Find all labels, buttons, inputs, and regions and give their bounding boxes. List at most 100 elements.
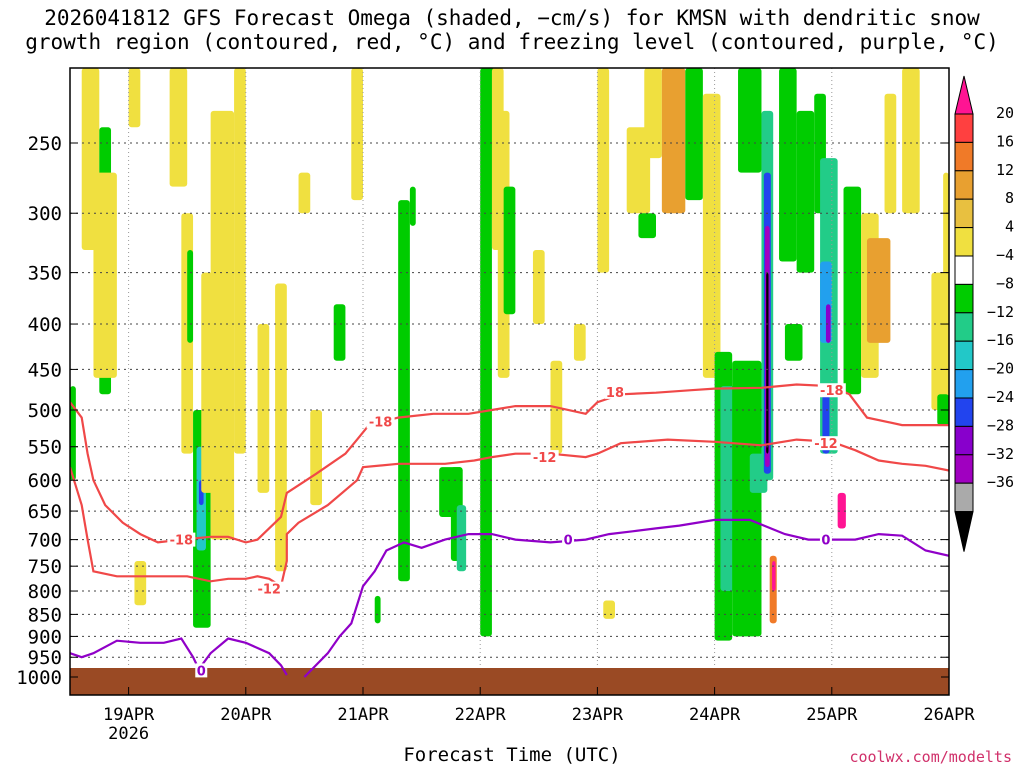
colorbar-label: −28 [987, 416, 1014, 434]
y-tick-label: 250 [28, 133, 62, 155]
x-axis: 19APR 20APR 21APR 22APR 23APR 24APR 25APR 26APR… [103, 687, 975, 744]
colorbar-label: 16 [996, 132, 1014, 150]
contour-labels: -18 -12 0 -18 -12 0 18 -18 -12 0 [167, 383, 846, 679]
omega-cell [931, 272, 949, 410]
y-tick-label: 650 [28, 501, 62, 523]
contour-0 [70, 637, 288, 676]
omega-cell [603, 600, 615, 619]
colorbar-label: −4 [996, 246, 1014, 264]
contour-label: -12 [533, 451, 557, 466]
omega-cell [772, 561, 776, 592]
contour-label-bg [819, 532, 832, 547]
x-tick-label: 23APR [572, 705, 624, 725]
colorbar-label: −12 [987, 303, 1014, 321]
colorbar-label: 8 [1005, 189, 1014, 207]
y-tick-label: 450 [28, 359, 62, 381]
omega-cell [134, 561, 147, 606]
omega-cell [902, 68, 920, 214]
colorbar-swatch [954, 454, 974, 484]
y-tick-label: 550 [28, 437, 62, 459]
colorbar-swatch [954, 397, 974, 427]
colorbar-swatch [954, 312, 974, 342]
plot-frame [69, 67, 950, 696]
omega-cell [298, 172, 311, 214]
y-tick-label: 800 [28, 581, 62, 603]
omega-cell [351, 68, 363, 201]
contour-label: 0 [564, 534, 573, 549]
y-tick-label: 400 [28, 314, 62, 336]
y-tick-label: 350 [28, 263, 62, 285]
colorbar-swatch [954, 170, 974, 200]
colorbar-swatch [954, 198, 974, 229]
contour-label: 18 [606, 386, 624, 401]
omega-shading [70, 68, 949, 641]
contour-label-bg [811, 436, 840, 451]
colorbar-swatch [954, 482, 974, 513]
omega-cell [866, 238, 891, 343]
contour-label: 0 [821, 534, 830, 549]
x-axis-label: Forecast Time (UTC) [403, 744, 621, 766]
omega-cell [779, 68, 797, 262]
y-tick-label: 850 [28, 604, 62, 626]
omega-cell [884, 93, 897, 214]
colorbar-swatch [954, 340, 974, 371]
contour-label-bg [195, 663, 208, 678]
omega-cell [732, 360, 762, 637]
colorbar-swatch [954, 369, 974, 399]
colorbar-label: −24 [987, 388, 1014, 406]
x-tick-label: 25APR [806, 705, 858, 725]
omega-cell [374, 595, 381, 624]
y-tick-label: 300 [28, 203, 62, 225]
title-line-1: 2026041812 GFS Forecast Omega (shaded, −… [44, 6, 980, 30]
omega-cell [702, 93, 721, 378]
colorbar-label: 20 [996, 104, 1014, 122]
contour-label-bg [817, 383, 846, 398]
omega-cell [532, 249, 545, 325]
contour-m12 [70, 438, 949, 588]
omega-cell [738, 68, 762, 173]
colorbar-label: −32 [987, 445, 1014, 463]
x-tick-label: 24APR [689, 705, 741, 725]
omega-cell [943, 172, 949, 305]
omega-cell [837, 492, 846, 529]
omega-cell [661, 68, 686, 214]
y-tick-label: 600 [28, 470, 62, 492]
credit-link[interactable]: coolwx.com/modelts [849, 748, 1012, 766]
omega-cell [825, 304, 831, 343]
omega-cell [257, 324, 270, 493]
omega-cell [685, 68, 703, 201]
omega-cell [503, 186, 516, 315]
x-tick-label: 21APR [337, 705, 389, 725]
colorbar-bottom-arrow [954, 511, 974, 552]
omega-cell [210, 110, 235, 540]
y-tick-label: 1000 [16, 667, 62, 689]
colorbar-label: 12 [996, 161, 1014, 179]
omega-cell [128, 68, 141, 128]
ground-surface [70, 668, 949, 695]
contour-label: -12 [814, 437, 838, 452]
colorbar-label: −8 [996, 274, 1014, 292]
contour-0 [303, 518, 949, 678]
colorbar: 20 16 12 8 4 −4 −8 −12 −16 −20 −24 −28 −32 −36 [954, 75, 1014, 552]
x-tick-label: 26APR [923, 705, 975, 725]
contour-label: -18 [170, 534, 194, 549]
y-tick-label: 900 [28, 626, 62, 648]
x-tick-label: 22APR [455, 705, 507, 725]
x-year-label: 2026 [108, 724, 149, 744]
omega-cell [638, 213, 656, 239]
colorbar-label: −16 [987, 331, 1014, 349]
colorbar-top-arrow [954, 75, 974, 115]
contour-m18 [70, 383, 949, 544]
omega-cell [93, 172, 117, 378]
colorbar-label: 4 [1005, 218, 1014, 236]
contour-label: -18 [369, 415, 393, 430]
contour-label-bg [562, 532, 575, 547]
contour-label-bg [530, 450, 559, 465]
chart-title: 2026041812 GFS Forecast Omega (shaded, −… [0, 6, 1024, 54]
omega-cell [409, 186, 416, 226]
x-tick-label: 19APR [103, 705, 155, 725]
colorbar-swatch [954, 283, 974, 314]
omega-cell [333, 304, 346, 361]
omega-cell [766, 272, 769, 454]
